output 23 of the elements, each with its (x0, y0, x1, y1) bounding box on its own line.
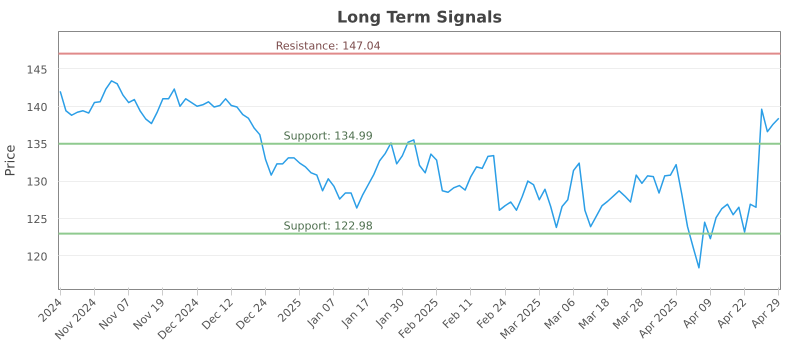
line-series (59, 80, 780, 269)
y-tick-label: 145 (26, 63, 48, 76)
x-tick-label: Dec 12 (199, 296, 236, 333)
y-tick-label: 140 (26, 100, 48, 114)
x-tick-label: Jan 17 (338, 296, 373, 330)
x-tick-label: Jan 07 (304, 296, 339, 330)
y-tick-label: 120 (26, 250, 48, 264)
x-tick-label: Apr 29 (748, 296, 784, 331)
ref-line-label: Support: 122.98 (284, 220, 373, 233)
ref-line-label: Resistance: 147.04 (276, 40, 381, 53)
ref-line-label: Support: 134.99 (284, 130, 373, 143)
x-tick-label: Apr 09 (680, 296, 715, 331)
x-tick-label: Feb 11 (440, 296, 476, 332)
y-tick-label: 130 (26, 176, 48, 189)
x-tick-label: Dec 24 (233, 296, 270, 333)
x-tick-label: Mar 06 (542, 296, 578, 332)
x-tick-label: Mar 18 (576, 296, 612, 332)
y-axis-title: Price (4, 144, 19, 176)
x-tick-label: Nov 07 (96, 296, 134, 333)
y-tick-label: 125 (26, 212, 48, 226)
chart-title: Long Term Signals (336, 8, 502, 26)
y-tick-label: 135 (26, 138, 48, 152)
x-tick-label: Apr 22 (714, 296, 750, 331)
